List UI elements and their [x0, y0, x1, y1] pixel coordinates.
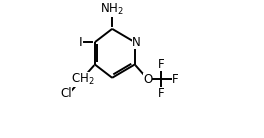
Text: O: O — [143, 73, 153, 86]
Text: I: I — [79, 36, 82, 49]
Text: NH$_2$: NH$_2$ — [100, 2, 124, 17]
Text: F: F — [172, 73, 179, 86]
Text: N: N — [131, 36, 140, 49]
Text: F: F — [158, 87, 164, 100]
Text: Cl: Cl — [60, 87, 72, 100]
Text: CH$_2$: CH$_2$ — [71, 72, 95, 87]
Text: F: F — [158, 58, 164, 71]
